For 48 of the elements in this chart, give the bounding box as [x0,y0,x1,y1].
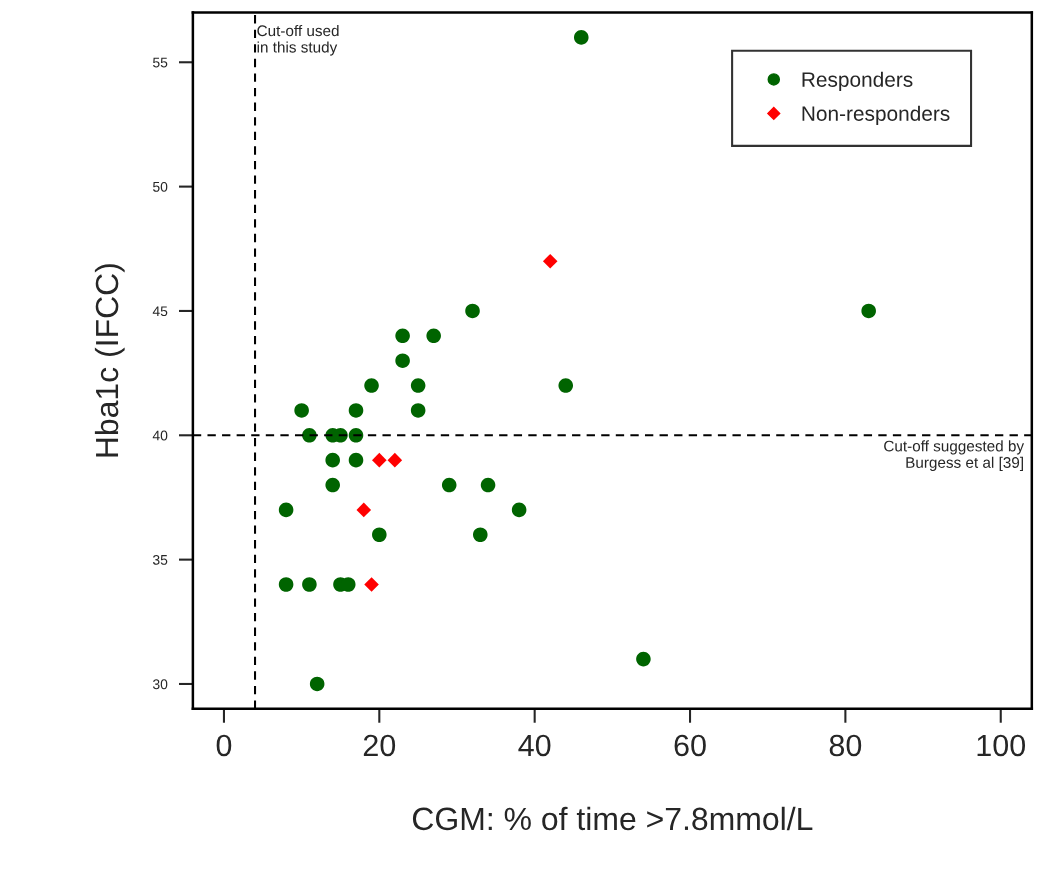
point [364,378,379,393]
y-tick-label: 35 [152,554,168,565]
point [278,577,294,592]
point [558,378,574,393]
y-tick-label: 55 [152,57,168,68]
point [372,527,387,543]
point [387,452,403,468]
point [480,477,496,493]
x-tick-label: 40 [518,734,551,757]
point [364,577,379,592]
point [473,527,488,543]
x-tick-label: 20 [363,734,396,757]
ref-line-label: Cut-off suggested by Burgess et al [39] [884,440,1025,471]
y-tick-label: 50 [152,181,168,192]
point [511,502,527,518]
y-axis-title: Hba1c (IFCC) [94,264,125,457]
point [426,328,441,344]
point [410,403,426,418]
point [573,30,589,45]
y-tick-label: 45 [152,306,168,317]
point [325,452,340,468]
point [348,452,364,468]
point [441,477,457,493]
point [278,502,294,518]
point [636,651,651,667]
y-tick-label: 40 [152,430,168,441]
point [348,403,364,418]
point [309,676,325,692]
point [410,378,426,393]
y-tick-label: 30 [152,679,168,690]
point [861,303,876,319]
x-tick-label: 0 [216,734,232,757]
point [294,403,309,418]
point [302,577,317,592]
point [395,353,410,368]
legend-label: Responders [802,71,913,92]
x-tick-label: 60 [674,734,706,757]
x-axis-title: CGM: % of time >7.8mmol/L [412,806,813,831]
point [356,502,372,518]
ref-line-label: Cut-off used in this study [257,24,339,56]
point [395,328,410,344]
point [325,477,340,493]
x-tick-label: 100 [977,734,1026,757]
x-tick-label: 80 [829,734,862,757]
point [465,303,480,319]
point [372,452,387,468]
point [542,253,558,269]
legend-label: Non-responders [802,105,950,126]
